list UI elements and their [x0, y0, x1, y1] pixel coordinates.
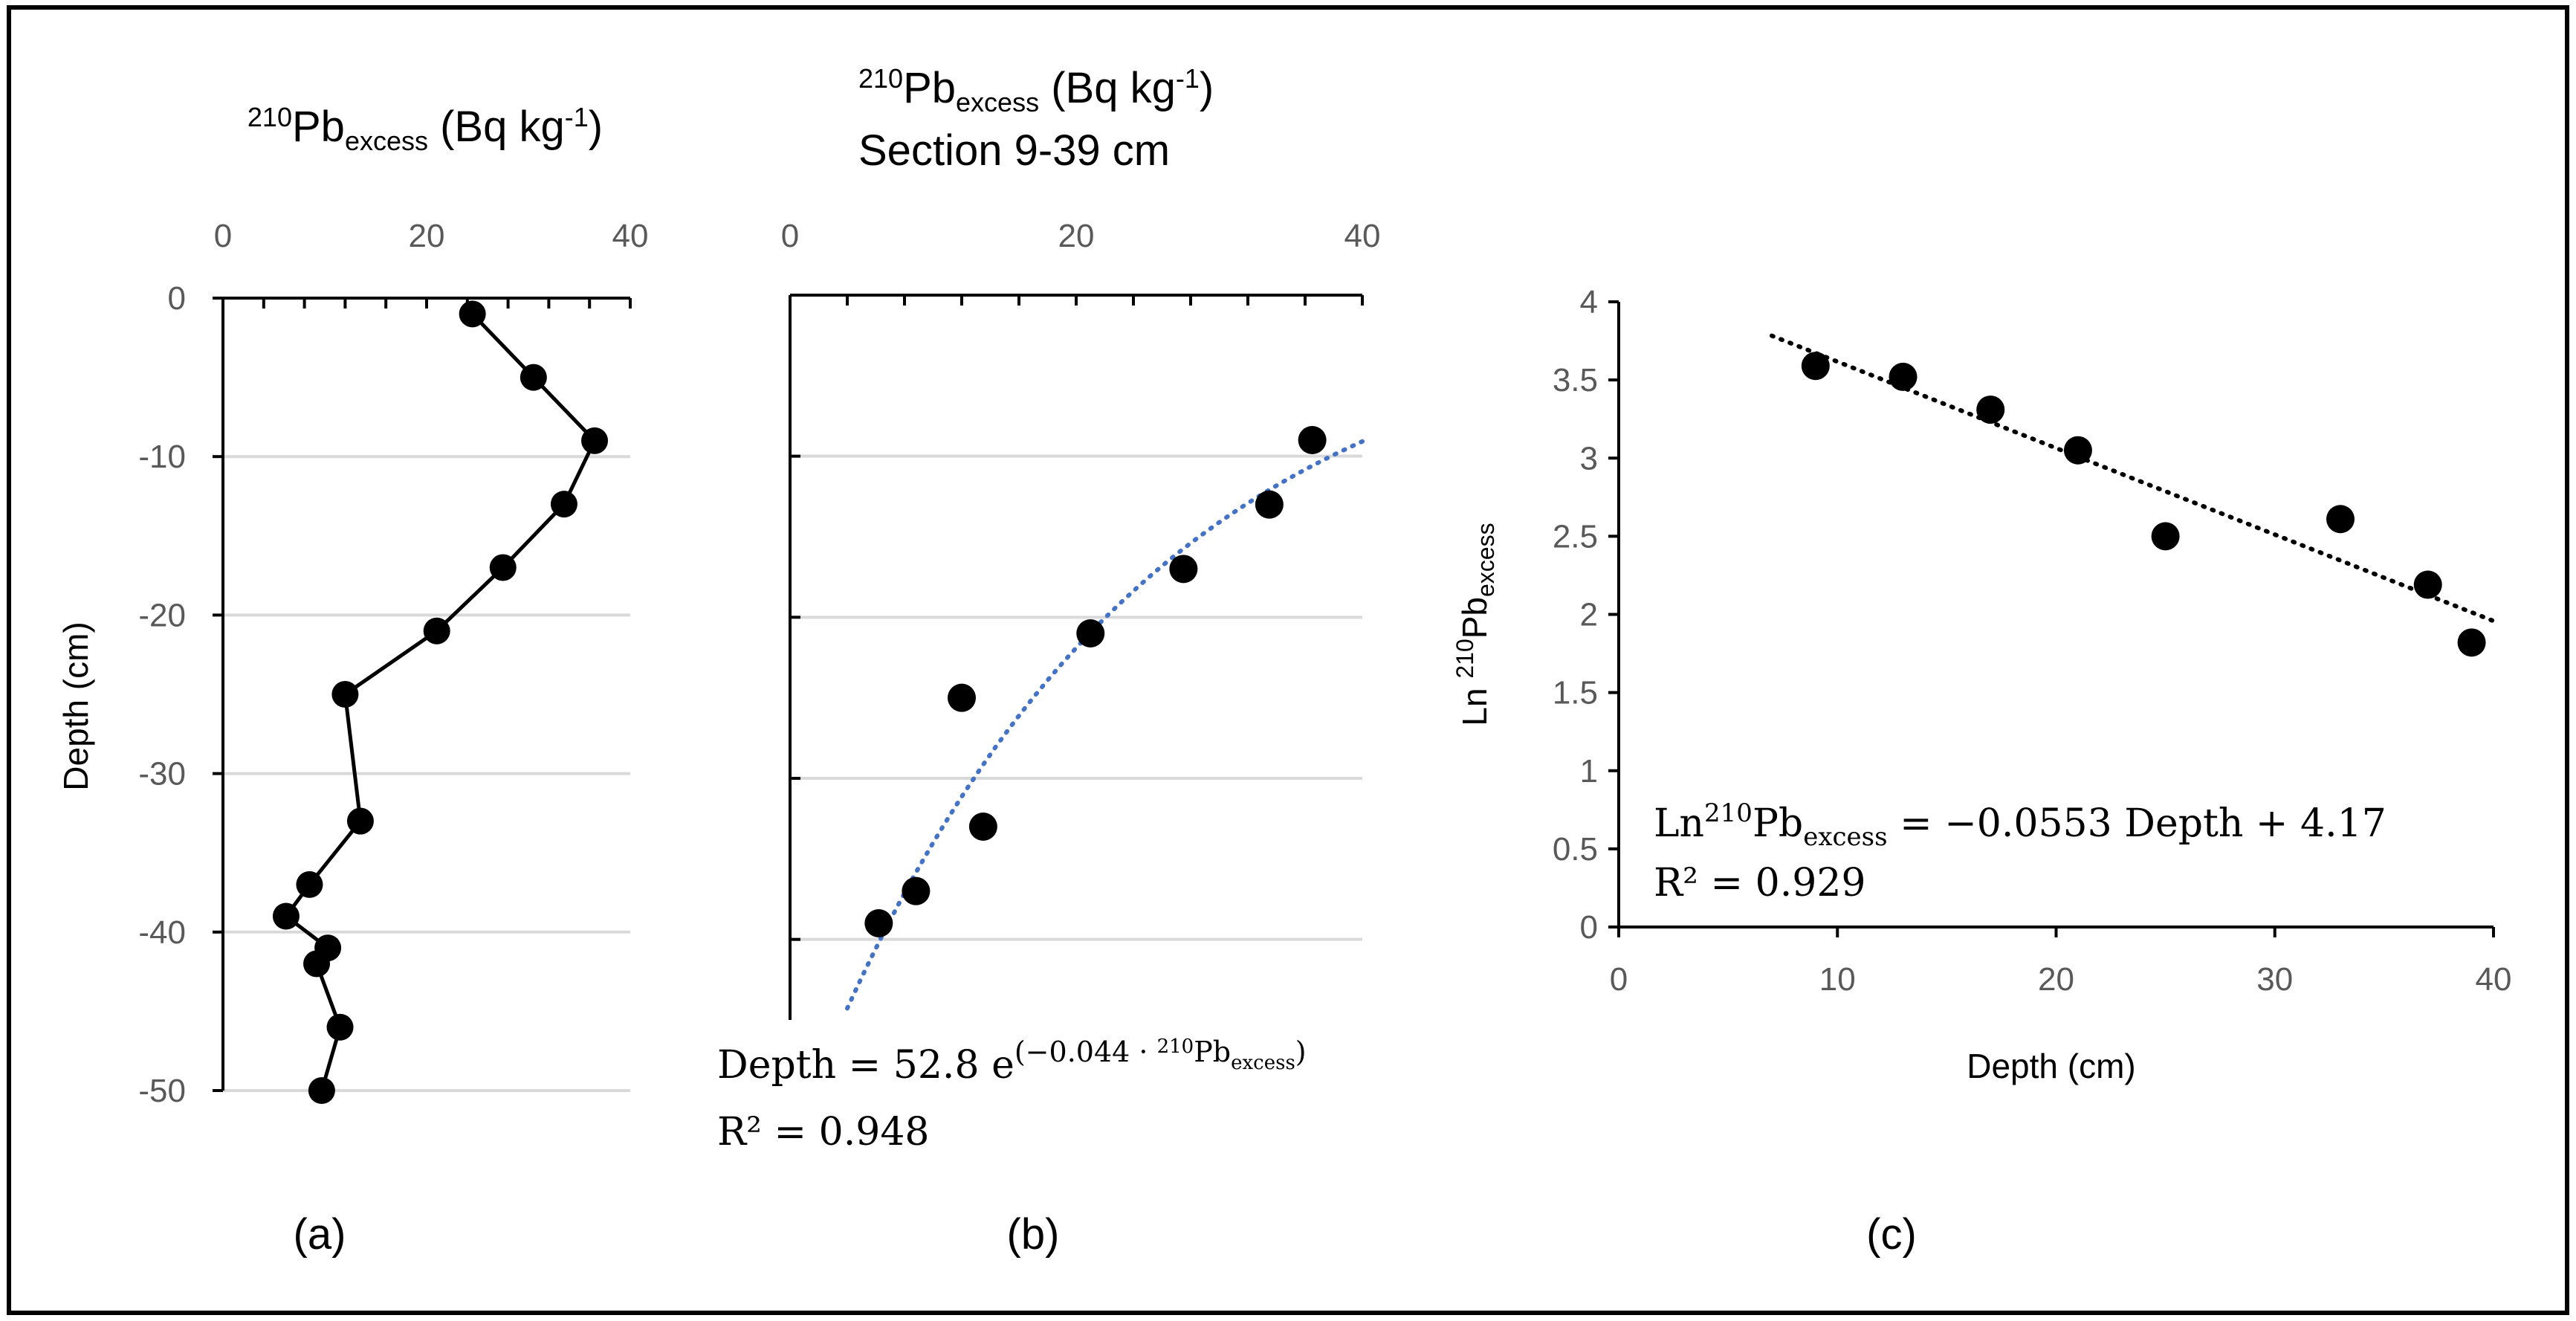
panel-a-y-axis-label: Depth (cm): [56, 621, 95, 790]
panel-a-profile-line: [283, 312, 598, 1091]
panel-c-x-tick-label: 10: [1819, 961, 1856, 998]
panel-a-data-point: [296, 871, 323, 898]
panel-c-y-tick-label: 2: [1580, 597, 1598, 633]
panel-c-data-point: [2151, 522, 2180, 551]
panel-b-data-point: [1169, 555, 1198, 584]
panel-b-data-point: [948, 683, 976, 712]
panel-b-x-tick-label: 40: [1344, 218, 1381, 254]
panel-c-y-tick-label: 2.5: [1553, 518, 1598, 555]
panel-c-label: (c): [1866, 1210, 1917, 1259]
panel-b-x-tick-label: 20: [1058, 218, 1095, 254]
panel-a-data-point: [581, 427, 609, 454]
panel-c-x-tick-label: 20: [2038, 961, 2074, 998]
panel-a-data-point: [308, 1077, 335, 1104]
panel-c-y-tick-label: 1: [1580, 753, 1598, 789]
panel-c-r-squared: R² = 0.929: [1654, 861, 1866, 905]
panel-c-data-point: [1801, 352, 1830, 381]
panel-c-data-point: [2457, 628, 2486, 657]
panel-b-label: (b): [1007, 1210, 1060, 1259]
panel-b-data-point: [1076, 619, 1105, 647]
panel-a-y-tick-label: -30: [138, 756, 186, 792]
panel-a-label: (a): [294, 1210, 346, 1259]
panel-a-y-tick-label: -40: [138, 914, 186, 951]
panel-a-data-point: [331, 681, 359, 708]
panel-c-y-tick-label: 3: [1580, 440, 1598, 477]
panel-c-y-tick-label: 4: [1580, 284, 1598, 320]
panel-a-y-tick-label: -10: [138, 439, 186, 475]
panel-b-data-point: [902, 876, 931, 905]
panel-c-data-point: [2063, 436, 2092, 465]
panel-c-equation: Ln210Pbexcess = −0.0553 Depth + 4.17: [1654, 798, 2386, 852]
panel-b-x-tick-label: 0: [781, 218, 799, 254]
panel-b-data-point: [968, 813, 997, 841]
panel-c-x-axis-label: Depth (cm): [1967, 1047, 2135, 1085]
panel-a-data-point: [459, 300, 486, 328]
panel-c-linear-fit: [1769, 333, 2496, 624]
panel-b-data-point: [1255, 490, 1284, 519]
panel-a-x-tick-label: 40: [612, 218, 649, 254]
figure-frame: [7, 5, 2569, 1315]
panel-c-data-point: [1976, 395, 2005, 424]
panel-c-data-point: [1889, 362, 1918, 391]
panel-a-data-point: [346, 807, 374, 835]
panel-b-equation: Depth = 52.8 e(−0.044 · 210Pbexcess): [717, 1036, 1307, 1088]
panel-a-data-point: [326, 1013, 354, 1041]
panel-c-y-tick-label: 1.5: [1553, 675, 1598, 711]
panel-a-data-point: [520, 364, 547, 391]
panel-c: Ln 210Pbexcess Depth (cm) Ln210Pbexcess …: [1452, 284, 2511, 1259]
panel-b: 210Pbexcess (Bq kg-1) Section 9-39 cm De…: [717, 63, 1380, 1259]
panel-a-data-point: [303, 950, 331, 978]
panel-b-title: 210Pbexcess (Bq kg-1): [858, 63, 1214, 117]
panel-c-data-point: [2413, 570, 2442, 599]
panel-a-x-tick-label: 20: [409, 218, 445, 254]
panel-a-title: 210Pbexcess (Bq kg-1): [247, 102, 603, 156]
panel-a: 210Pbexcess (Bq kg-1) Depth (cm) (a) 0 -1…: [56, 102, 648, 1259]
panel-b-r-squared: R² = 0.948: [717, 1110, 930, 1154]
panel-c-y-tick-label: 0.5: [1553, 831, 1598, 868]
panel-a-y-tick-label: -50: [138, 1073, 186, 1109]
panel-b-subtitle: Section 9-39 cm: [858, 126, 1170, 175]
panel-a-data-point: [423, 617, 450, 645]
panel-c-x-tick-label: 40: [2476, 961, 2512, 998]
panel-c-y-tick-label: 0: [1580, 909, 1598, 946]
panel-b-data-point: [1298, 426, 1327, 454]
panel-c-y-tick-label: 3.5: [1553, 362, 1598, 398]
panel-a-y-tick-label: -20: [138, 597, 186, 633]
panel-c-x-tick-label: 0: [1610, 961, 1628, 998]
panel-c-y-axis-label: Ln 210Pbexcess: [1452, 523, 1499, 726]
panel-a-x-tick-label: 0: [214, 218, 232, 254]
panel-b-exponential-fit: [845, 439, 1365, 1011]
panel-a-y-tick-label: 0: [168, 280, 186, 317]
panel-a-data-point: [272, 902, 300, 930]
panel-a-data-point: [550, 491, 577, 518]
panel-b-data-point: [864, 909, 893, 937]
panel-c-x-tick-label: 30: [2256, 961, 2293, 998]
panel-a-data-point: [489, 554, 517, 581]
panel-c-data-point: [2326, 505, 2355, 534]
